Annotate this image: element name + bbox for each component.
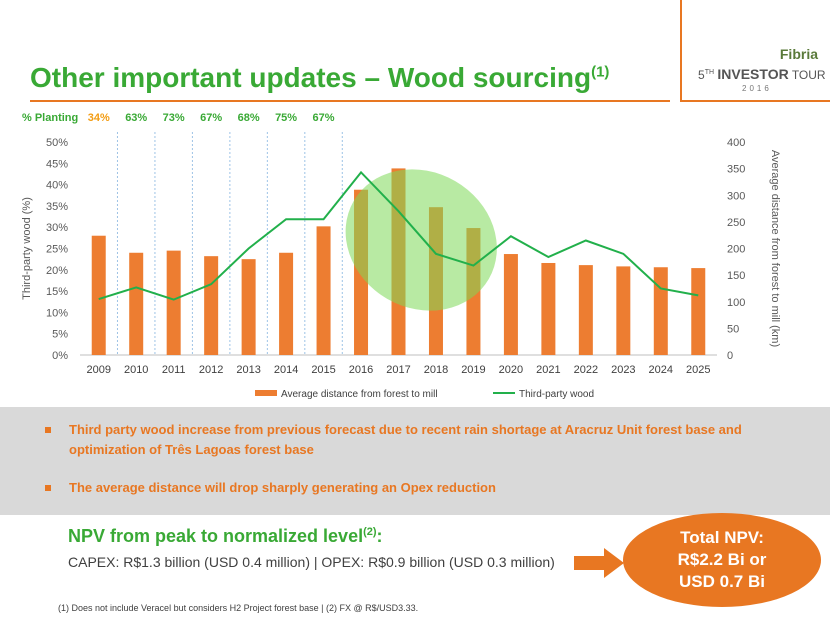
planting-value: 63% [125,112,148,124]
y-tick-label: 0% [52,350,68,362]
planting-value: 75% [275,112,298,124]
y-tick-label: 10% [46,307,68,319]
third-party-wood-line [98,170,699,301]
x-tick-label: 2010 [124,364,148,376]
investor-tour-label: 5TH INVESTOR TOUR [698,66,826,82]
right-arrow-icon [574,548,624,578]
planting-value: 34% [87,112,110,124]
bullet-marker [45,427,51,433]
npv-title: NPV from peak to normalized level(2): [68,526,383,546]
bar [279,252,294,355]
y-tick-label: 25% [46,244,68,256]
npv-detail: CAPEX: R$1.3 billion (USD 0.4 million) |… [68,554,555,570]
y-tick-label: 35% [46,201,68,213]
highlights-panel [0,407,830,515]
y2-tick-label: 0 [727,350,733,362]
bullet-item: Third party wood increase from previous … [45,420,809,460]
footnote: (1) Does not include Veracel but conside… [58,603,419,613]
planting-value: 68% [237,112,260,124]
y-tick-label: 50% [46,137,68,149]
bar [91,235,106,355]
bar [204,256,219,355]
highlight-ellipse [345,169,497,311]
y2-axis-title: Average distance from forest to mill (km… [769,150,781,347]
x-tick-label: 2024 [649,364,673,376]
y-tick-label: 20% [46,265,68,277]
planting-value: 67% [200,112,223,124]
x-tick-label: 2020 [499,364,523,376]
bar [616,266,631,355]
x-tick-label: 2014 [274,364,298,376]
y2-tick-label: 150 [727,270,745,282]
bar [166,250,181,355]
planting-value: 67% [312,112,335,124]
y2-tick-label: 100 [727,297,745,309]
legend-label: Average distance from forest to mill [281,389,438,400]
y-tick-label: 30% [46,222,68,234]
bullet-marker [45,485,51,491]
y2-tick-label: 350 [727,164,745,176]
y2-tick-label: 200 [727,244,745,256]
legend-swatch-bar [255,390,277,396]
y-tick-label: 45% [46,158,68,170]
y-axis-title: Third-party wood (%) [21,197,33,300]
x-tick-label: 2019 [461,364,485,376]
x-tick-label: 2009 [86,364,110,376]
bar [241,259,256,355]
y-tick-label: 40% [46,180,68,192]
x-tick-label: 2016 [349,364,373,376]
y-tick-label: 5% [52,329,68,341]
fibria-logo: Fibria [779,46,818,62]
bar [653,267,668,355]
bar [316,226,331,355]
y2-tick-label: 300 [727,190,745,202]
bar [129,252,144,355]
title-divider [30,100,670,102]
bullet-item: The average distance will drop sharply g… [45,478,809,498]
x-tick-label: 2018 [424,364,448,376]
tour-year: 2016 [742,84,772,93]
legend-label: Third-party wood [519,389,594,400]
bar [691,268,706,355]
x-tick-label: 2012 [199,364,223,376]
y2-tick-label: 400 [727,137,745,149]
x-tick-label: 2025 [686,364,710,376]
total-npv-badge: Total NPV: R$2.2 Bi or USD 0.7 Bi [623,513,821,607]
y-tick-label: 15% [46,286,68,298]
x-tick-label: 2011 [162,364,186,376]
wood-sourcing-chart: 0% 5% 10% 15% 20% 25% 30% 35% 40% 45% 50% 0 50 100 150… [21,130,781,400]
planting-label: % Planting [22,112,79,124]
planting-value: 73% [162,112,185,124]
x-tick-label: 2022 [574,364,598,376]
y2-tick-label: 50 [727,323,739,335]
x-tick-label: 2015 [311,364,335,376]
page-title: Other important updates – Wood sourcing(… [30,62,610,93]
y2-tick-label: 250 [727,217,745,229]
x-tick-label: 2023 [611,364,635,376]
x-tick-label: 2013 [236,364,260,376]
brand-box: Fibria 5TH INVESTOR TOUR 2016 [680,0,830,102]
x-tick-label: 2017 [386,364,410,376]
bar [503,254,518,355]
bar [578,265,593,355]
x-tick-label: 2021 [536,364,560,376]
bar [541,262,556,355]
